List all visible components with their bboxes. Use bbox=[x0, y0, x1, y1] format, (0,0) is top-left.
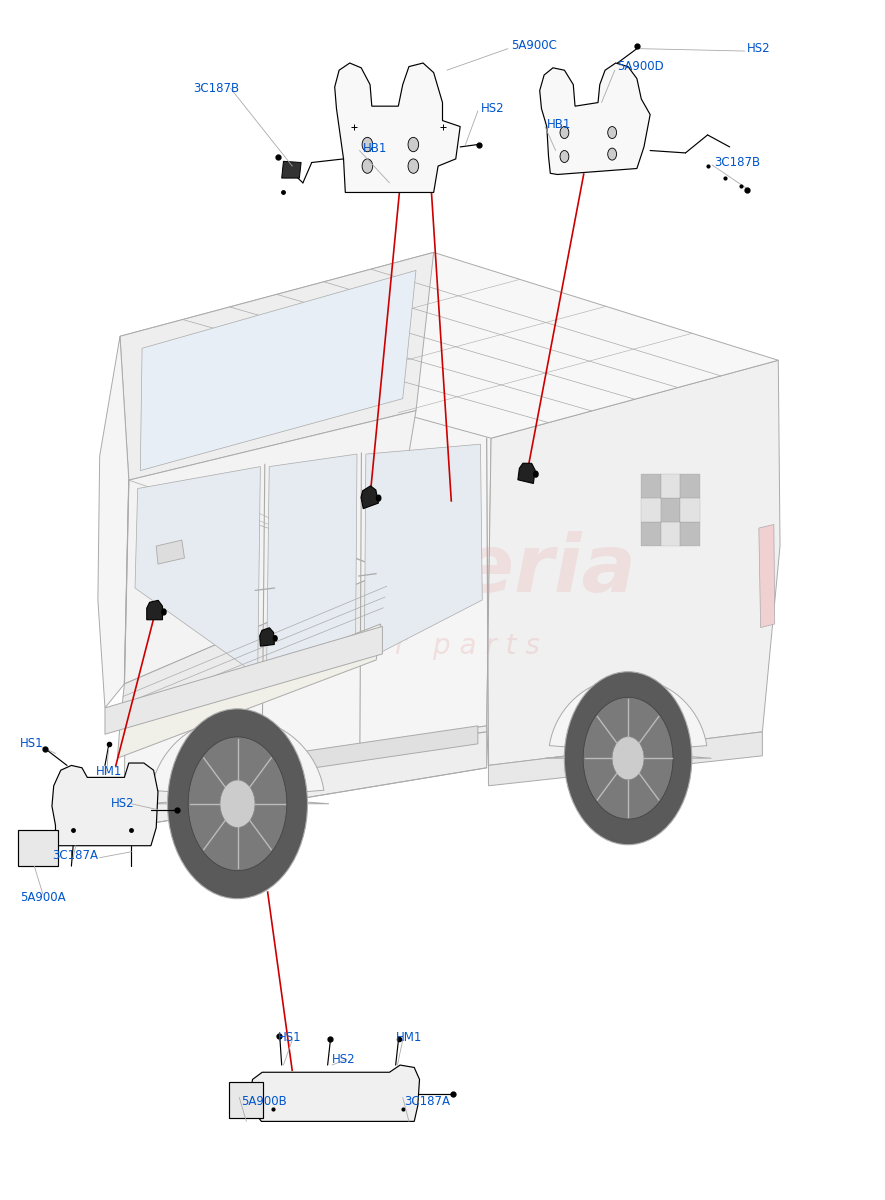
Polygon shape bbox=[365, 444, 482, 661]
Polygon shape bbox=[758, 524, 774, 628]
Text: 5A900B: 5A900B bbox=[241, 1094, 287, 1108]
Text: HS1: HS1 bbox=[20, 737, 43, 750]
Circle shape bbox=[167, 709, 307, 899]
Polygon shape bbox=[118, 624, 381, 758]
Circle shape bbox=[534, 472, 538, 478]
Text: 5A900A: 5A900A bbox=[20, 890, 65, 904]
Polygon shape bbox=[147, 600, 163, 619]
Text: HM1: HM1 bbox=[96, 764, 122, 778]
Polygon shape bbox=[52, 763, 158, 846]
Circle shape bbox=[560, 126, 569, 138]
Polygon shape bbox=[105, 626, 382, 734]
Circle shape bbox=[560, 150, 569, 162]
Text: HS2: HS2 bbox=[332, 1052, 356, 1066]
Polygon shape bbox=[681, 474, 700, 498]
Polygon shape bbox=[642, 474, 661, 498]
Circle shape bbox=[583, 697, 673, 820]
Text: HS2: HS2 bbox=[747, 42, 771, 55]
Polygon shape bbox=[361, 486, 379, 509]
Circle shape bbox=[608, 126, 617, 138]
Polygon shape bbox=[120, 570, 389, 726]
Polygon shape bbox=[681, 498, 700, 522]
Polygon shape bbox=[146, 718, 329, 804]
Polygon shape bbox=[259, 628, 274, 646]
Text: scuderia: scuderia bbox=[249, 532, 636, 610]
Polygon shape bbox=[19, 830, 58, 866]
Circle shape bbox=[362, 137, 373, 151]
Text: HM1: HM1 bbox=[396, 1031, 422, 1044]
Text: 3C187A: 3C187A bbox=[52, 848, 98, 862]
Circle shape bbox=[189, 737, 287, 871]
Circle shape bbox=[273, 636, 277, 641]
Circle shape bbox=[608, 148, 617, 160]
Polygon shape bbox=[661, 474, 681, 498]
Polygon shape bbox=[487, 360, 780, 766]
Text: HB1: HB1 bbox=[363, 142, 388, 155]
Circle shape bbox=[162, 610, 166, 614]
Polygon shape bbox=[141, 270, 416, 470]
Circle shape bbox=[565, 672, 692, 845]
Polygon shape bbox=[661, 522, 681, 546]
Circle shape bbox=[408, 158, 419, 173]
Polygon shape bbox=[125, 410, 416, 684]
Text: HS2: HS2 bbox=[112, 797, 135, 810]
Polygon shape bbox=[335, 64, 460, 192]
Circle shape bbox=[612, 737, 644, 780]
Text: 3C187A: 3C187A bbox=[404, 1094, 450, 1108]
Circle shape bbox=[376, 496, 381, 502]
Polygon shape bbox=[250, 1066, 419, 1121]
Text: 3C187B: 3C187B bbox=[193, 82, 240, 95]
Text: 5A900C: 5A900C bbox=[512, 40, 558, 52]
Polygon shape bbox=[642, 522, 661, 546]
Polygon shape bbox=[681, 522, 700, 546]
Polygon shape bbox=[228, 1082, 263, 1118]
Circle shape bbox=[220, 780, 255, 828]
Text: c a r   p a r t s: c a r p a r t s bbox=[345, 631, 540, 660]
Polygon shape bbox=[120, 252, 778, 438]
Polygon shape bbox=[157, 540, 184, 564]
Circle shape bbox=[362, 158, 373, 173]
Text: HS2: HS2 bbox=[481, 102, 504, 115]
Polygon shape bbox=[98, 336, 129, 708]
Text: 5A900D: 5A900D bbox=[618, 60, 665, 73]
Text: HS1: HS1 bbox=[278, 1031, 302, 1044]
Polygon shape bbox=[518, 463, 535, 484]
Circle shape bbox=[408, 137, 419, 151]
Polygon shape bbox=[125, 360, 778, 780]
Polygon shape bbox=[489, 732, 762, 786]
Polygon shape bbox=[125, 726, 487, 828]
Polygon shape bbox=[540, 64, 650, 174]
Polygon shape bbox=[661, 498, 681, 522]
Polygon shape bbox=[120, 252, 434, 480]
Text: HB1: HB1 bbox=[547, 118, 571, 131]
Polygon shape bbox=[642, 498, 661, 522]
Polygon shape bbox=[266, 454, 357, 676]
Polygon shape bbox=[135, 467, 260, 676]
Polygon shape bbox=[151, 726, 478, 792]
Text: 3C187B: 3C187B bbox=[715, 156, 761, 169]
Polygon shape bbox=[281, 161, 301, 178]
Polygon shape bbox=[545, 678, 712, 758]
